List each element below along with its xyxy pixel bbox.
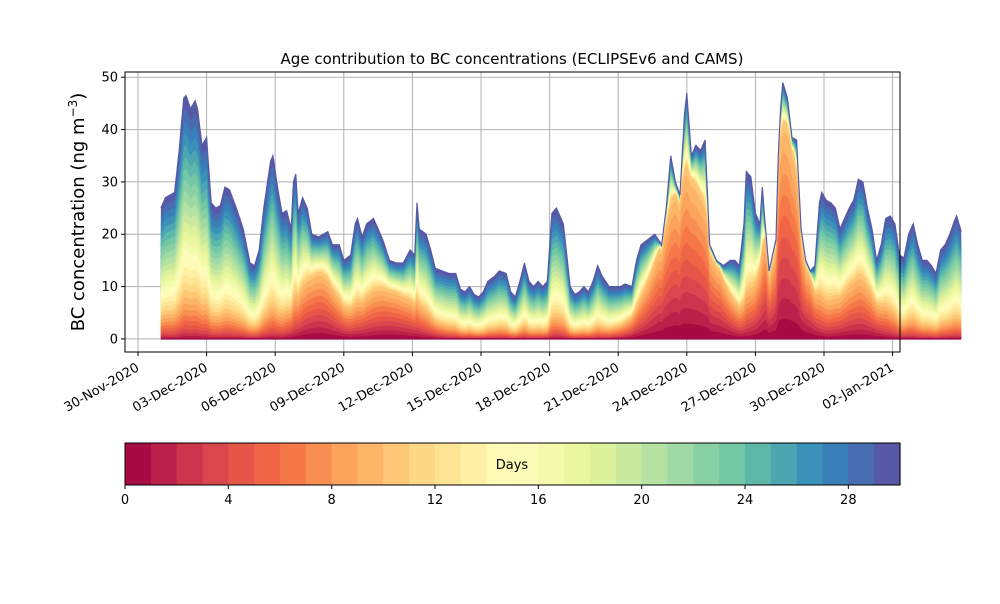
x-tick-label: 15-Dec-2020 xyxy=(405,360,485,415)
colorbar-segment xyxy=(564,443,591,485)
x-tick-label: 12-Dec-2020 xyxy=(336,360,416,415)
colorbar-segment xyxy=(176,443,204,485)
colorbar-segment xyxy=(383,443,410,485)
x-tick-label: 24-Dec-2020 xyxy=(610,360,690,415)
x-axis: 30-Nov-202003-Dec-202006-Dec-202009-Dec-… xyxy=(62,352,897,416)
colorbar-segment xyxy=(590,443,617,485)
x-tick-label: 09-Dec-2020 xyxy=(267,360,347,415)
colorbar-tick-label: 24 xyxy=(737,493,754,508)
x-tick-label: 30-Dec-2020 xyxy=(748,360,828,415)
y-tick-label: 20 xyxy=(101,228,118,243)
colorbar-segment xyxy=(228,443,255,485)
colorbar-segment xyxy=(874,443,901,485)
colorbar-ticks: 0 4 8 12 16 20 24 28 xyxy=(121,485,857,508)
y-tick-label: 0 xyxy=(110,332,118,347)
colorbar-segment xyxy=(822,443,849,485)
colorbar-segment xyxy=(280,443,307,485)
age-band-2-3-days xyxy=(160,278,962,339)
y-tick-label: 30 xyxy=(101,175,118,190)
y-tick-label: 10 xyxy=(101,280,118,295)
colorbar-tick-label: 0 xyxy=(121,493,129,508)
y-tick-label: 40 xyxy=(101,123,118,138)
x-tick-label: 27-Dec-2020 xyxy=(679,360,759,415)
x-tick-label: 18-Dec-2020 xyxy=(473,360,553,415)
colorbar-segment xyxy=(435,443,462,485)
colorbar-segment xyxy=(745,443,772,485)
y-tick-label: 50 xyxy=(101,71,118,86)
colorbar-tick-label: 4 xyxy=(224,493,232,508)
colorbar-segment xyxy=(460,443,488,485)
colorbar-segment xyxy=(486,443,514,485)
colorbar-segment xyxy=(848,443,875,485)
colorbar-tick-label: 8 xyxy=(328,493,336,508)
colorbar-segment xyxy=(331,443,359,485)
colorbar-segment xyxy=(538,443,565,485)
plot-frame xyxy=(124,71,901,353)
chart-title: Age contribution to BC concentrations (E… xyxy=(281,50,744,68)
colorbar-frame xyxy=(124,442,901,486)
colorbar-segment xyxy=(409,443,436,485)
colorbar-tick-label: 16 xyxy=(530,493,547,508)
x-tick-label: 06-Dec-2020 xyxy=(199,360,279,415)
colorbar-segment xyxy=(693,443,720,485)
colorbar-tick-label: 12 xyxy=(427,493,444,508)
colorbar-label: Days xyxy=(496,458,529,473)
x-tick-label: 03-Dec-2020 xyxy=(130,360,210,415)
colorbar-segment xyxy=(641,443,669,485)
colorbar-segment xyxy=(150,443,178,485)
x-tick-label: 21-Dec-2020 xyxy=(542,360,622,415)
age-band-0-1-days xyxy=(160,318,962,339)
age-band-1-2-days xyxy=(160,298,962,339)
colorbar-segment xyxy=(719,443,746,485)
y-axis-label: BC concentration (ng m−3) xyxy=(66,93,89,332)
colorbar-segment xyxy=(667,443,694,485)
y-axis: 0 10 20 30 40 50 xyxy=(101,71,125,347)
colorbar-segment xyxy=(615,443,643,485)
colorbar-segment xyxy=(125,443,152,485)
colorbar-tick-label: 28 xyxy=(840,493,857,508)
colorbar-segment xyxy=(254,443,281,485)
colorbar-tick-label: 20 xyxy=(633,493,650,508)
colorbar-segment xyxy=(202,443,229,485)
x-tick-label: 02-Jan-2021 xyxy=(820,360,897,413)
colorbar-segment xyxy=(357,443,384,485)
total-bc-outline xyxy=(160,82,962,299)
x-tick-label: 30-Nov-2020 xyxy=(62,360,142,415)
colorbar-segment xyxy=(796,443,824,485)
colorbar xyxy=(125,443,901,485)
colorbar-segment xyxy=(770,443,798,485)
stacked-areas xyxy=(160,82,962,340)
colorbar-segment xyxy=(305,443,333,485)
colorbar-segment xyxy=(512,443,539,485)
